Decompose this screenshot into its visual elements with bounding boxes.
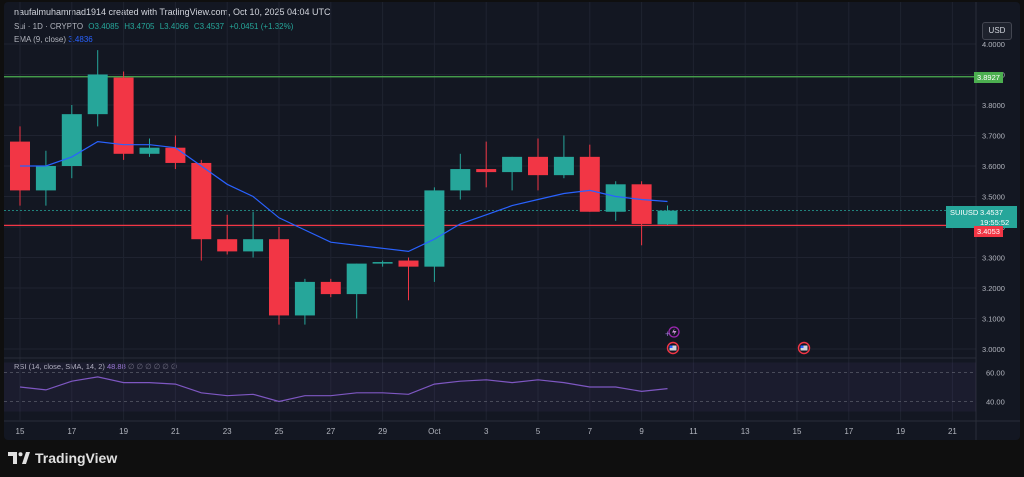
price-tick-label: 3.2000 <box>982 284 1005 293</box>
date-tick-label: 21 <box>948 427 957 436</box>
price-tick-label: 3.8000 <box>982 101 1005 110</box>
event-markers: + <box>665 326 811 355</box>
price-tick-label: 3.5000 <box>982 193 1005 202</box>
candle-body <box>35 166 56 191</box>
rsi-label: RSI (14, close, SMA, 14, 2) <box>14 362 105 371</box>
price-tick-label: 3.7000 <box>982 132 1005 141</box>
flag-field <box>669 345 677 351</box>
candle-body <box>372 262 393 264</box>
date-tick-label: 19 <box>119 427 128 436</box>
rsi-panel <box>4 357 976 412</box>
footer-brand: TradingView <box>8 450 117 466</box>
rsi-legend[interactable]: RSI (14, close, SMA, 14, 2) 48.88 ∅ ∅ ∅ … <box>14 362 177 371</box>
price-tick-label: 3.3000 <box>982 254 1005 263</box>
currency-button[interactable]: USD <box>982 22 1012 40</box>
price-tick-label: 3.6000 <box>982 162 1005 171</box>
rsi-tick-label: 60.00 <box>986 369 1005 378</box>
ema-series-line <box>20 140 668 253</box>
date-tick-label: 11 <box>689 427 698 436</box>
ticker-label: SUIUSD <box>950 208 979 217</box>
candle-body <box>553 156 574 176</box>
candle-body <box>605 184 626 212</box>
date-axis: 15 17 19 21 23 25 27 29 Oct 3 5 7 9 11 13 15 17 19 21 <box>16 427 958 436</box>
date-tick-label: 15 <box>793 427 802 436</box>
candle-body <box>191 162 212 240</box>
ohlc-open: O3.4085 <box>88 22 119 31</box>
date-tick-label: 23 <box>223 427 232 436</box>
ema-label: EMA (9, close) <box>14 35 67 44</box>
candle-body <box>450 169 471 191</box>
ohlc-low: L3.4066 <box>159 22 189 31</box>
date-tick-label: Oct <box>428 427 441 436</box>
date-tick-label: 17 <box>67 427 76 436</box>
level-lines <box>4 76 976 227</box>
candle-body <box>243 239 264 252</box>
candle-body <box>61 114 82 166</box>
date-tick-label: 17 <box>844 427 853 436</box>
candle-body <box>87 74 108 115</box>
date-tick-label: 7 <box>588 427 593 436</box>
candle-body <box>631 184 652 224</box>
candle-body <box>113 77 134 154</box>
candle-body <box>657 210 678 225</box>
tradingview-logo-icon <box>8 452 30 464</box>
rsi-series-line <box>19 376 668 403</box>
price-tick-label: 4.0000 <box>982 40 1005 49</box>
candle-body <box>346 263 367 295</box>
resistance-price-label: 3.8927 <box>974 72 1003 83</box>
date-tick-label: 29 <box>378 427 387 436</box>
date-tick-label: 15 <box>16 427 25 436</box>
rsi-tick-label: 40.00 <box>986 398 1005 407</box>
date-tick-label: 19 <box>896 427 905 436</box>
plus-marker: + <box>665 329 670 339</box>
candle-body <box>424 190 445 267</box>
date-tick-label: 25 <box>275 427 284 436</box>
date-tick-label: 27 <box>326 427 335 436</box>
date-tick-label: 9 <box>639 427 644 436</box>
candle-body <box>165 147 186 163</box>
candle-body <box>579 156 600 212</box>
support-price-label: 3.4053 <box>974 226 1003 237</box>
ema-legend[interactable]: EMA (9, close) 3.4836 <box>14 35 93 44</box>
price-tick-label: 3.0000 <box>982 345 1005 354</box>
price-chart[interactable]: 4.00003.90003.80003.70003.60003.50003.40… <box>4 2 1020 440</box>
last-price-badge: SUIUSD 3.4537 19:55:52 <box>946 206 1017 228</box>
flag-canton <box>669 345 673 348</box>
candle-body <box>320 281 341 295</box>
lightning-bolt <box>672 328 677 336</box>
ema-value: 3.4836 <box>68 35 93 44</box>
candle-body <box>294 281 315 316</box>
candle-body <box>528 156 548 176</box>
date-tick-label: 13 <box>741 427 750 436</box>
candle-body <box>269 239 289 316</box>
rsi-value: 48.88 <box>106 362 126 371</box>
candle-body <box>476 169 497 173</box>
ema-line <box>20 140 668 253</box>
ohlc-close: C3.4537 <box>193 22 225 31</box>
date-tick-label: 21 <box>171 427 180 436</box>
candles <box>10 50 678 325</box>
last-price-label: 3.4537 <box>980 208 1003 217</box>
candle-body <box>502 156 523 173</box>
rsi-extras: ∅ ∅ ∅ ∅ ∅ ∅ <box>127 362 178 371</box>
rsi-line <box>19 376 668 403</box>
date-tick-label: 3 <box>484 427 489 436</box>
price-tick-label: 3.1000 <box>982 315 1005 324</box>
chart-header: naufalmuhammad1914 created with TradingV… <box>14 7 331 17</box>
symbol-legend: Sui · 1D · CRYPTO O3.4085 H3.4705 L3.406… <box>14 22 296 31</box>
date-tick-label: 5 <box>536 427 541 436</box>
chart-frame: naufalmuhammad1914 created with TradingV… <box>4 2 1020 440</box>
candle-body <box>217 239 238 252</box>
rsi-band <box>4 362 976 412</box>
flag-canton <box>800 345 804 348</box>
flag-field <box>800 345 808 351</box>
countdown-label: 19:55:52 <box>980 218 1010 227</box>
ohlc-high: H3.4705 <box>124 22 155 31</box>
candle-body <box>398 260 419 267</box>
brand-name: TradingView <box>35 450 118 466</box>
ohlc-change: +0.0451 (+1.32%) <box>229 22 294 31</box>
symbol-title[interactable]: Sui · 1D · CRYPTO <box>14 22 84 31</box>
candle-body <box>139 147 160 154</box>
